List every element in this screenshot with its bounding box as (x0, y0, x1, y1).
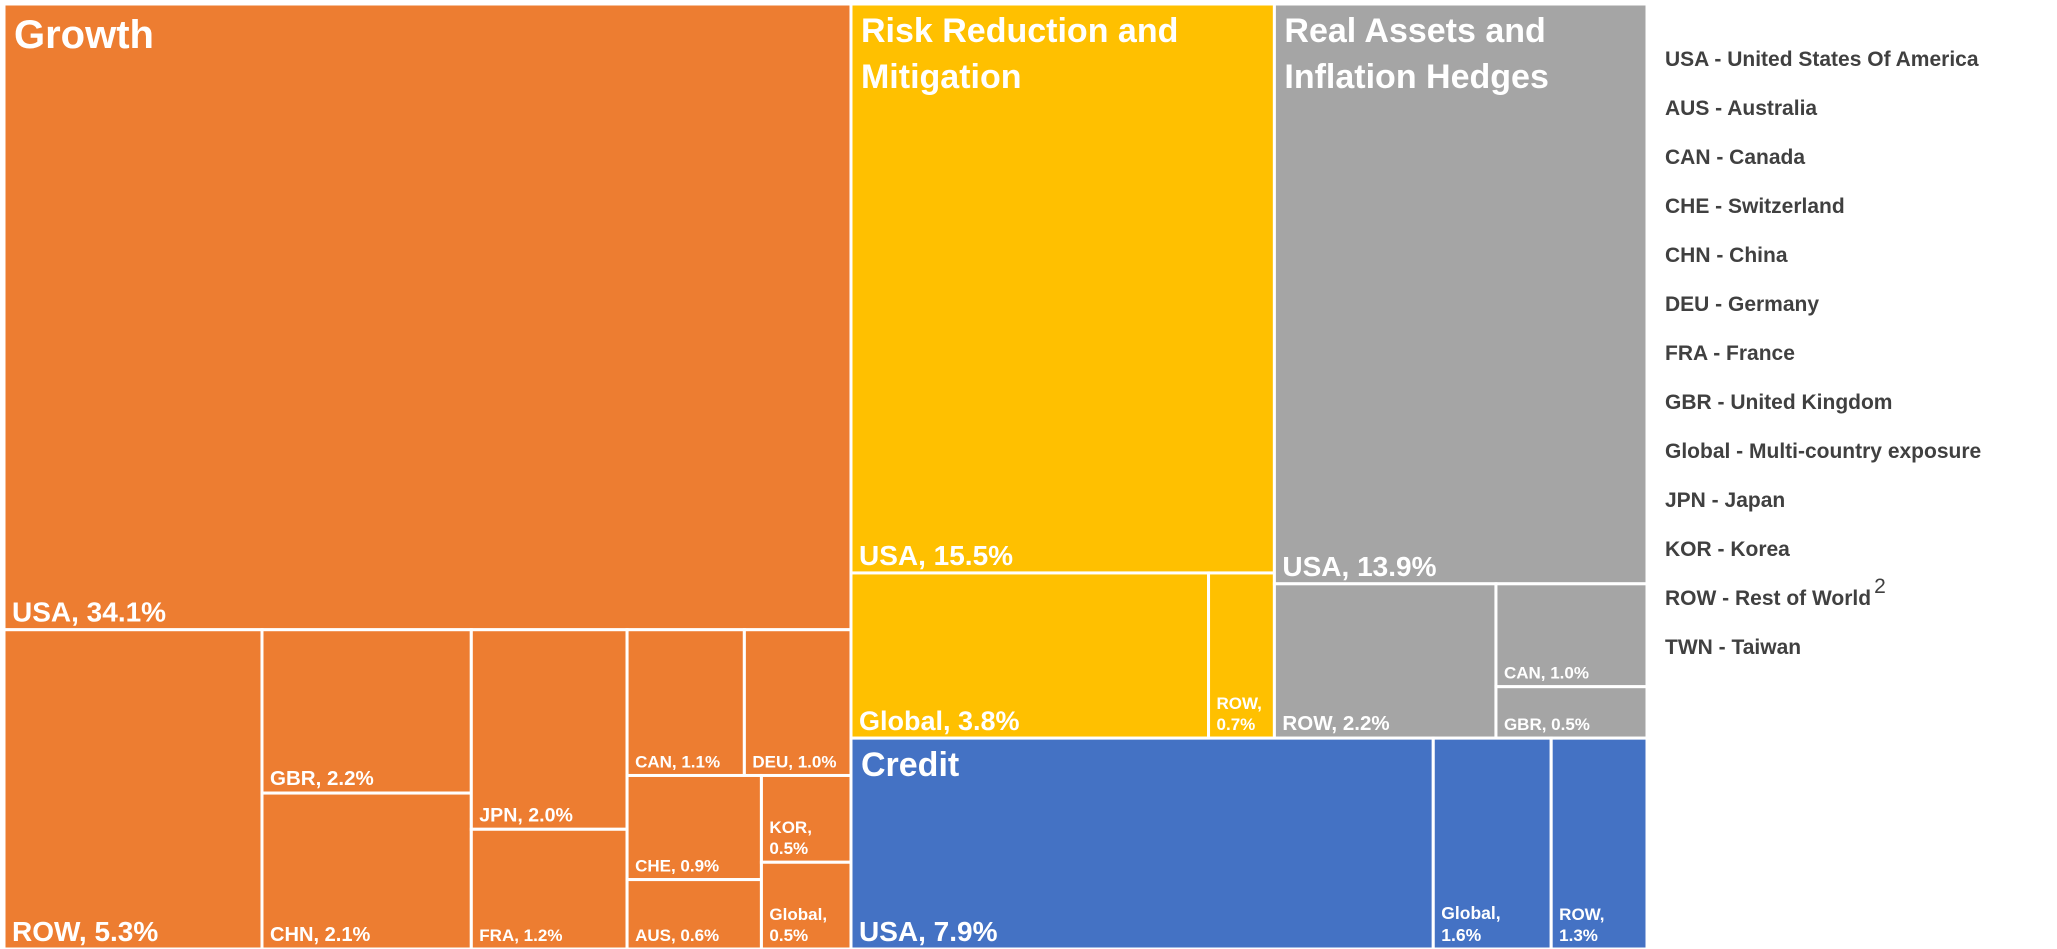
tile-label: ROW, 5.3% (12, 916, 158, 947)
tile (849, 2, 1276, 575)
tile-label: Global, 0.5% (769, 905, 827, 945)
tile (1272, 2, 1649, 586)
legend-entry: FRA - France (1665, 342, 1795, 365)
group-title: Growth (14, 13, 154, 57)
legend-entry: CHN - China (1665, 244, 1788, 267)
group: USA, 7.9% Global, 1.6% ROW, 1.3% Credit (849, 736, 1649, 949)
tile-label: ROW, 1.3% (1559, 905, 1604, 945)
group: USA, 13.9% ROW, 2.2% CAN, 1.0% GBR, 0.5% Rea… (1272, 2, 1649, 740)
tile-label: CAN, 1.1% (635, 752, 720, 771)
tile-label: JPN, 2.0% (479, 804, 573, 826)
tile (1494, 582, 1649, 689)
tile-label: ROW, 0.7% (1217, 694, 1262, 734)
tile (2, 628, 264, 949)
legend-entry: DEU - Germany (1665, 293, 1819, 316)
legend-footnote: 2 (1874, 575, 1886, 598)
legend-entry: ROW - Rest of World (1665, 587, 1871, 610)
group: USA, 15.5% Global, 3.8% ROW, 0.7% Risk Reduc… (849, 2, 1276, 740)
tile-label: Global, 1.6% (1441, 903, 1500, 945)
tile (2, 2, 853, 632)
tile-label: USA, 15.5% (859, 540, 1013, 571)
tile-label: GBR, 0.5% (1504, 715, 1590, 734)
tile-label: Global, 3.8% (859, 706, 1020, 736)
group-title: Real Assets and Inflation Hedges (1284, 12, 1548, 96)
tile-label: KOR, 0.5% (769, 818, 812, 858)
tile-label: CHN, 2.1% (270, 924, 371, 946)
tile (1207, 571, 1276, 740)
group-title: Credit (861, 746, 959, 784)
tile-label: AUS, 0.6% (635, 926, 719, 945)
legend-entry: GBR - United Kingdom (1665, 391, 1892, 414)
tile-label: DEU, 1.0% (752, 752, 836, 771)
group: USA, 34.1% ROW, 5.3% GBR, 2.2% CHN, 2.1% JPN… (2, 2, 853, 949)
tile (1549, 736, 1649, 949)
tile (759, 860, 853, 949)
tile (1272, 582, 1498, 740)
tile-label: GBR, 2.2% (270, 767, 374, 790)
legend-entry: CAN - Canada (1665, 146, 1805, 169)
legend-entry: USA - United States Of America (1665, 48, 1979, 71)
legend-entry: JPN - Japan (1665, 489, 1785, 512)
group-title: Risk Reduction and Mitigation (861, 12, 1178, 96)
legend-entry: AUS - Australia (1665, 97, 1817, 120)
legend-entry: Global - Multi-country exposure (1665, 440, 1981, 463)
tile-label: USA, 34.1% (12, 597, 166, 628)
legend-entry: TWN - Taiwan (1665, 636, 1801, 659)
tile-label: ROW, 2.2% (1282, 712, 1389, 735)
tile-label: FRA, 1.2% (479, 926, 562, 945)
tile (1431, 736, 1553, 949)
tile-label: CHE, 0.9% (635, 857, 719, 876)
tile-label: CAN, 1.0% (1504, 664, 1589, 683)
tile (1494, 685, 1649, 740)
tile-label: USA, 13.9% (1282, 551, 1436, 582)
tile (260, 791, 473, 949)
tile (759, 773, 853, 864)
tile (625, 773, 763, 882)
tile-label: USA, 7.9% (859, 916, 998, 947)
legend-entry: CHE - Switzerland (1665, 195, 1845, 218)
tile (849, 736, 1435, 949)
tile (469, 628, 629, 831)
tile (849, 571, 1211, 740)
tile (260, 628, 473, 795)
legend-entry: KOR - Korea (1665, 538, 1790, 561)
